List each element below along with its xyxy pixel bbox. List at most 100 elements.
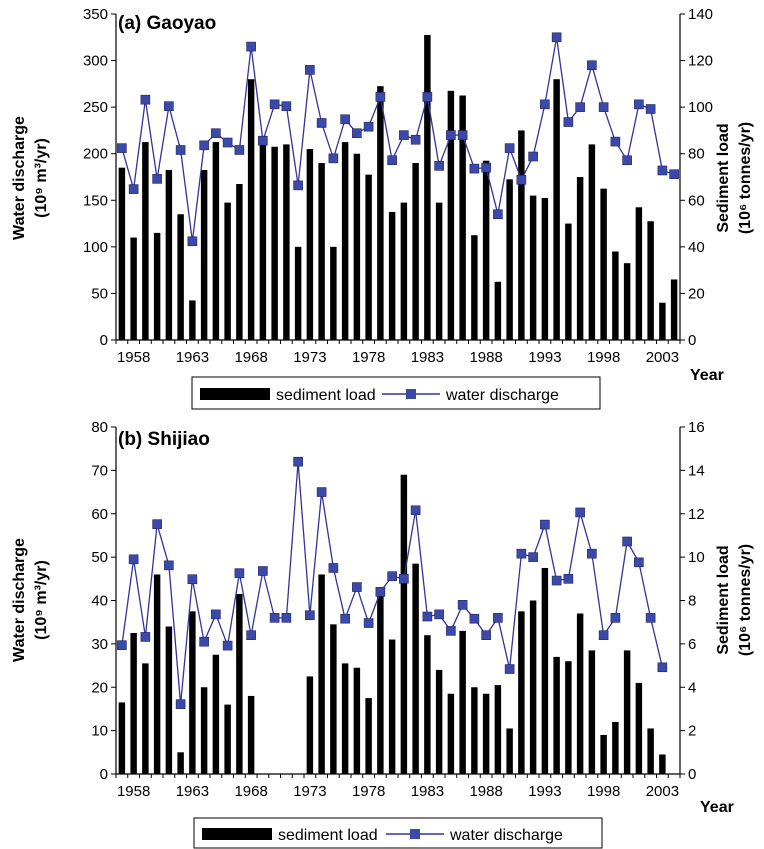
panel-a-water-discharge-point (610, 136, 621, 147)
panel-b-sediment-bar (400, 474, 408, 774)
panel-b-left-tick-label: 70 (91, 462, 108, 479)
panel-b-water-discharge-point (117, 640, 127, 650)
panel-a-sediment-bar (412, 163, 419, 340)
panel-b-water-discharge-point (457, 600, 468, 610)
panel-b-right-tick-label: 8 (688, 593, 696, 610)
panel-a-sediment-bar (565, 223, 572, 340)
panel-a-water-discharge-point (340, 114, 350, 125)
panel-b-legend-line-marker (410, 829, 420, 839)
panel-a-left-tick-label: 100 (83, 239, 108, 256)
panel-a-water-discharge-point (128, 184, 139, 194)
panel-a-x-tick-label: 1988 (469, 349, 502, 366)
panel-a-x-tick-label: 1998 (587, 349, 620, 366)
panel-b-x-tick-label: 1988 (469, 783, 502, 800)
panel-a-left-tick-label: 200 (83, 146, 108, 163)
panel-b-x-tick-label: 1993 (528, 783, 561, 800)
panel-b-water-discharge-point (575, 507, 585, 518)
panel-a-sediment-bar (330, 246, 337, 340)
panel-b-plot-area: 0 10 20 30 40 50 60 70 80 0 2 4 6 8 10 12 14 16 1958 1963 19… (91, 419, 704, 800)
panel-b-sediment-bar (212, 654, 220, 774)
panel-b-left-tick-label: 20 (91, 679, 108, 696)
panel-a-sediment-bar (518, 130, 525, 340)
panel-a: (a) Gaoyao Water discharge (10⁹ m³/yr) S… (11, 6, 754, 410)
panel-a-water-discharge-point (293, 180, 303, 191)
panel-b-sediment-bar (177, 752, 184, 774)
panel-b-sediment-bar (341, 663, 349, 774)
panel-a-x-tick-label: 1958 (117, 349, 150, 366)
panel-b-left-tick-label: 10 (91, 723, 108, 740)
panel-b-sediment-bar (623, 650, 631, 774)
panel-a-water-discharge-point (622, 155, 632, 166)
panel-a-water-discharge-point (211, 128, 221, 139)
panel-a-water-discharge-point (657, 165, 668, 176)
panel-a-water-discharge-point (234, 145, 245, 155)
panel-a-left-tick-label: 50 (91, 285, 108, 302)
panel-a-sediment-bar (236, 183, 243, 340)
panel-b-water-discharge-point (128, 554, 139, 565)
panel-b-right-tick-label: 0 (688, 766, 696, 783)
panel-a-sediment-bar (306, 149, 314, 340)
panel-a-water-discharge-point (493, 209, 503, 220)
panel-a-legend-bar-swatch (200, 388, 270, 400)
panel-b-x-tick-label: 1978 (352, 783, 385, 800)
panel-b-water-discharge-point (551, 575, 562, 586)
panel-b-x-tick-label: 1983 (411, 783, 444, 800)
panel-a-right-tick-label: 20 (688, 285, 705, 302)
panel-a-water-discharge-point (152, 174, 162, 184)
panel-b-x-axis-title: Year (700, 799, 734, 816)
panel-b-sediment-bar (600, 734, 607, 774)
panel-a-water-discharge-point (457, 130, 468, 140)
panel-b-water-discharge-point (305, 610, 315, 621)
panel-b-sediment-bar (494, 685, 502, 774)
panel-b-sediment-bar (318, 574, 325, 774)
panel-a-right-tick-label: 140 (688, 6, 713, 23)
panel-a-sediment-bar (130, 237, 137, 340)
panel-a-legend-line-marker (406, 389, 416, 399)
panel-b-x-tick-label: 2003 (646, 783, 679, 800)
panel-a-water-discharge-point (222, 137, 233, 148)
panel-a-water-discharge-point (352, 128, 362, 139)
panel-a-sediment-bar (377, 86, 384, 340)
panel-a-sediment-bar (471, 235, 478, 340)
panel-a-water-discharge-point (504, 143, 515, 153)
panel-a-sediment-bar (388, 211, 396, 340)
panel-b-water-discharge-point (504, 664, 515, 674)
panel-a-x-axis-title: Year (690, 367, 724, 384)
panel-a-sediment-bar (447, 90, 455, 340)
panel-b-sediment-bar (153, 574, 161, 774)
panel-a-legend: sediment load water discharge (191, 376, 601, 410)
panel-a-water-discharge-point (516, 174, 527, 185)
panel-b-sediment-bar (435, 669, 443, 774)
panel-b-water-discharge-point (199, 636, 209, 647)
panel-a-x-tick-label: 1983 (411, 349, 444, 366)
panel-a-water-discharge-point (410, 134, 421, 145)
panel-b-water-discharge-point (446, 626, 456, 636)
panel-a-sediment-bar (118, 167, 126, 340)
panel-a-water-discharge-point (575, 102, 585, 112)
panel-b-legend-bar-swatch (202, 828, 272, 840)
panel-b-water-discharge-point (187, 574, 198, 585)
panel-b-water-discharge-point (269, 613, 280, 623)
panel-b-water-discharge-point (175, 699, 186, 709)
panel-a-sediment-bar (200, 170, 208, 340)
panel-a-water-discharge-point (422, 92, 433, 102)
panel-b-right-tick-label: 6 (688, 636, 696, 653)
panel-a-sediment-bar (588, 144, 596, 340)
panel-b-water-discharge-point (352, 582, 362, 592)
panel-b-water-discharge-point (246, 630, 256, 641)
panel-b-sediment-bar (565, 661, 572, 774)
panel-b-right-tick-label: 4 (688, 679, 696, 696)
panel-b-sediment-bar (612, 721, 619, 774)
panel-a-water-discharge-point (598, 102, 609, 112)
panel-b-water-discharge-point (164, 560, 174, 571)
panel-a-sediment-bar (142, 142, 149, 340)
panel-a-sediment-bar (612, 251, 619, 340)
panel-a-left-tick-label: 250 (83, 99, 108, 116)
panel-b-water-discharge-point (493, 613, 503, 623)
panel-a-sediment-bar (506, 179, 513, 340)
panel-a-right-axis-unit: (10⁶ tonnes/yr) (737, 122, 754, 234)
panel-b-water-discharge-point (375, 587, 386, 597)
panel-a-x-tick-label: 2003 (646, 349, 679, 366)
panel-b-water-discharge-point (610, 613, 621, 623)
panel-b: (b) Shijiao Water discharge (10⁹ m³/yr) … (11, 419, 754, 849)
